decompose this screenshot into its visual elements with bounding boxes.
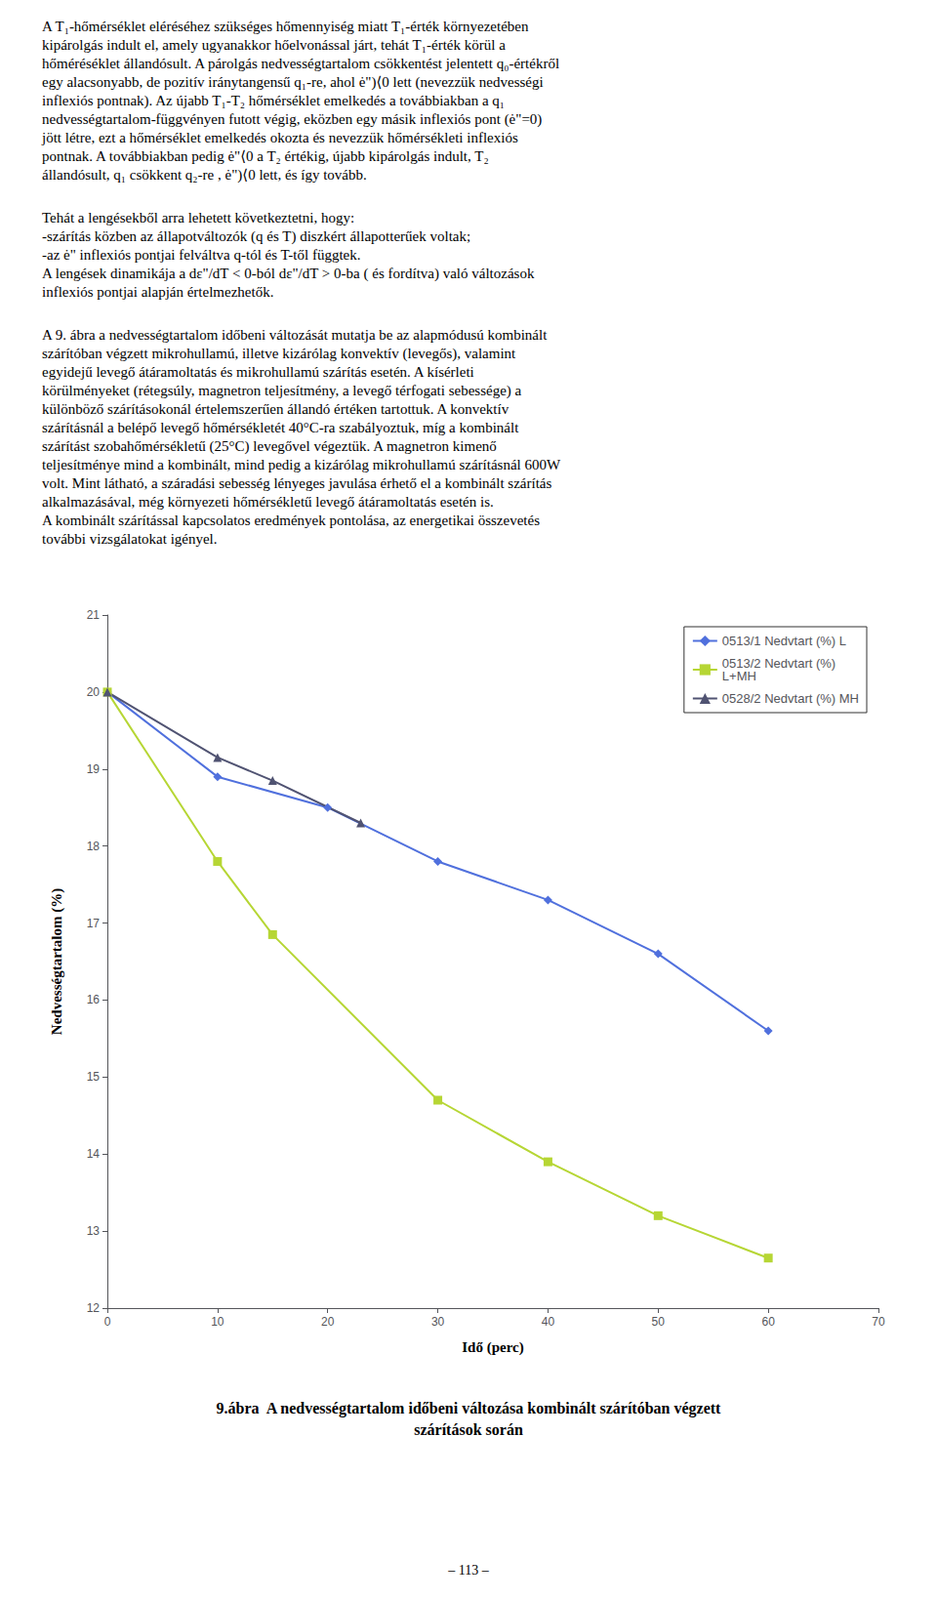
- svg-text:0513/1 Nedvtart (%) L: 0513/1 Nedvtart (%) L: [722, 633, 847, 649]
- html-text:további vizsgálatokat igényel.: további vizsgálatokat igényel.: [41, 530, 218, 547]
- svg-text:9.ábra A nedvességtartalom id: 9.ábra A nedvességtartalom időbeni válto…: [216, 1399, 723, 1418]
- svg-text:20: 20: [321, 1314, 335, 1329]
- html-text:inflexiós pontjai alapján érte: inflexiós pontjai alapján értelmezhetők.: [41, 284, 274, 300]
- svg-text:18: 18: [86, 839, 101, 854]
- html-text:szárítást szobahőmérsékletű (2: szárítást szobahőmérsékletű (25°C) leveg…: [41, 438, 497, 454]
- svg-text:17: 17: [86, 916, 101, 931]
- svg-text:16: 16: [86, 992, 101, 1007]
- svg-text:14: 14: [86, 1146, 101, 1161]
- html-text:pontnak. A továbbiakban pedig: pontnak. A továbbiakban pedig ė"⟨0 a T₂ …: [41, 148, 489, 164]
- html-text:jött létre, ezt a hőmérséklet: jött létre, ezt a hőmérséklet emelkedés …: [41, 129, 518, 146]
- svg-text:13: 13: [86, 1223, 101, 1238]
- svg-text:Nedvességtartalom (%): Nedvességtartalom (%): [48, 888, 66, 1035]
- html-text:A kombinált szárítással kapcso: A kombinált szárítással kapcsolatos ered…: [41, 512, 540, 529]
- svg-text:Idő (perc): Idő (perc): [461, 1339, 524, 1356]
- html-text:teljesítménye mind a kombinált: teljesítménye mind a kombinált, mind ped…: [41, 456, 561, 473]
- html-text:-szárítás közben az állapotvál: -szárítás közben az állapotváltozók (q é…: [41, 228, 471, 245]
- html-text:Tehát a lengésekből arra lehet: Tehát a lengésekből arra lehetett követk…: [41, 209, 355, 226]
- svg-text:21: 21: [86, 608, 101, 622]
- svg-text:19: 19: [86, 762, 101, 776]
- svg-text:15: 15: [86, 1069, 101, 1084]
- svg-text:20: 20: [86, 685, 101, 699]
- html-text:-az ė" inflexiós pontjai felvá: -az ė" inflexiós pontjai felváltva q-tól…: [41, 246, 361, 263]
- svg-text:40: 40: [541, 1314, 556, 1329]
- html-text:szárítóban végzett mikrohullam: szárítóban végzett mikrohullamú, illetve…: [41, 345, 516, 362]
- svg-text:0528/2 Nedvtart (%) MH: 0528/2 Nedvtart (%) MH: [722, 691, 859, 706]
- html-text:egy alacsonyabb, de pozitív ir: egy alacsonyabb, de pozitív iránytangens…: [41, 74, 544, 90]
- svg-text:10: 10: [210, 1314, 225, 1329]
- html-text:kipárolgás indult el, amely ug: kipárolgás indult el, amely ugyanakkor h…: [41, 37, 506, 53]
- svg-text:szárítások során: szárítások során: [413, 1421, 524, 1438]
- svg-text:30: 30: [431, 1314, 446, 1329]
- html-text:volt. Mint látható, a száradás: volt. Mint látható, a száradási sebesség…: [41, 475, 552, 491]
- html-text:A 9. ábra a nedvességtartalom: A 9. ábra a nedvességtartalom időbeni vá…: [41, 326, 547, 343]
- html-text:– 113 –: – 113 –: [448, 1562, 489, 1578]
- svg-text:0513/2 Nedvtart (%): 0513/2 Nedvtart (%): [722, 655, 836, 671]
- svg-text:50: 50: [651, 1314, 666, 1329]
- html-text:A lengések dinamikája a dε"/dT: A lengések dinamikája a dε"/dT < 0-ból d…: [41, 265, 535, 282]
- html-text:A T₁-hőmérséklet eléréséhez sz: A T₁-hőmérséklet eléréséhez szükséges hő…: [41, 18, 529, 35]
- html-text:különböző szárításokonál értel: különböző szárításokonál értelemszerűen …: [41, 401, 509, 417]
- html-text:alkalmazásával, még környezeti: alkalmazásával, még környezeti hőmérsékl…: [41, 493, 494, 510]
- svg-text:12: 12: [86, 1301, 101, 1315]
- html-text:körülményeket (rétegsúly, magn: körülményeket (rétegsúly, magnetron telj…: [41, 382, 522, 399]
- html-text:állandósult, q₁ csökkent q₂-re: állandósult, q₁ csökkent q₂-re , ė")⟨0 l…: [41, 166, 367, 183]
- html-text:hőméréséklet állandósult. A pá: hőméréséklet állandósult. A párolgás ned…: [41, 55, 560, 72]
- svg-text:70: 70: [871, 1314, 886, 1329]
- svg-text:0: 0: [104, 1314, 112, 1329]
- html-text:egyidejű levegő átáramoltatás: egyidejű levegő átáramoltatás és mikrohu…: [41, 364, 475, 380]
- svg-text:L+MH: L+MH: [722, 668, 757, 684]
- html-text:inflexiós pontnak). Az újabb T: inflexiós pontnak). Az újabb T₁-T₂ hőmér…: [41, 92, 505, 109]
- html-text:nedvességtartalom-függvényen f: nedvességtartalom-függvényen futott végi…: [41, 111, 543, 127]
- svg-text:60: 60: [761, 1314, 775, 1329]
- html-text:szárításnál a belépő levegő hő: szárításnál a belépő levegő hőmérsékleté…: [41, 419, 519, 436]
